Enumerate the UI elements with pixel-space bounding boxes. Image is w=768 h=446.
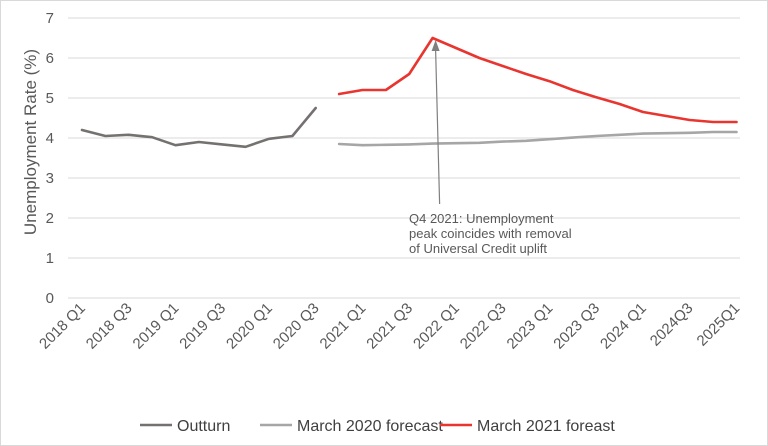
y-axis-ticks: 0 1 2 3 4 5 6 7 [46,10,54,307]
arrow-head [431,40,440,51]
legend-label: Outturn [177,418,230,435]
x-tick-label: 2018 Q3 [83,300,136,353]
y-tick-label: 7 [46,10,54,27]
y-tick-label: 6 [46,50,54,67]
x-tick-label: 2025Q1 [694,300,744,350]
x-tick-label: 2019 Q3 [176,300,229,353]
annotation-text: of Universal Credit uplift [409,241,547,256]
x-tick-label: 2023 Q3 [550,300,603,353]
x-tick-label: 2019 Q1 [130,300,183,353]
series-line-1 [337,130,738,147]
legend-label: March 2021 foreast [477,418,615,435]
x-tick-label: 2022 Q1 [410,300,463,353]
x-tick-label: 2022 Q3 [457,300,510,353]
legend-label: March 2020 forecast [297,418,443,435]
x-tick-label: 2020 Q3 [270,300,323,353]
legend: Outturn March 2020 forecast March 2021 for… [140,418,615,435]
gridlines [68,17,740,299]
x-tick-label: 2021 Q3 [363,300,416,353]
series-line-2 [337,36,738,124]
annotation-text: Q4 2021: Unemployment [409,211,554,226]
x-tick-label: 2023 Q1 [504,300,557,353]
x-tick-label: 2018 Q1 [36,300,89,353]
x-tick-label: 2024 Q1 [597,300,650,353]
annotation-text: peak coincides with removal [409,226,572,241]
y-tick-label: 2 [46,210,54,227]
y-tick-label: 1 [46,250,54,267]
y-tick-label: 5 [46,90,54,107]
annotation-arrow [435,49,441,205]
y-axis-label: Unemployment Rate (%) [21,49,40,235]
y-tick-label: 0 [46,290,54,307]
x-tick-label: 2024Q3 [647,300,697,350]
x-tick-label: 2021 Q1 [317,300,370,353]
series-line-0 [80,106,317,149]
y-tick-label: 4 [46,130,54,147]
y-tick-label: 3 [46,170,54,187]
x-tick-label: 2020 Q1 [223,300,276,353]
series-lines [80,36,738,149]
